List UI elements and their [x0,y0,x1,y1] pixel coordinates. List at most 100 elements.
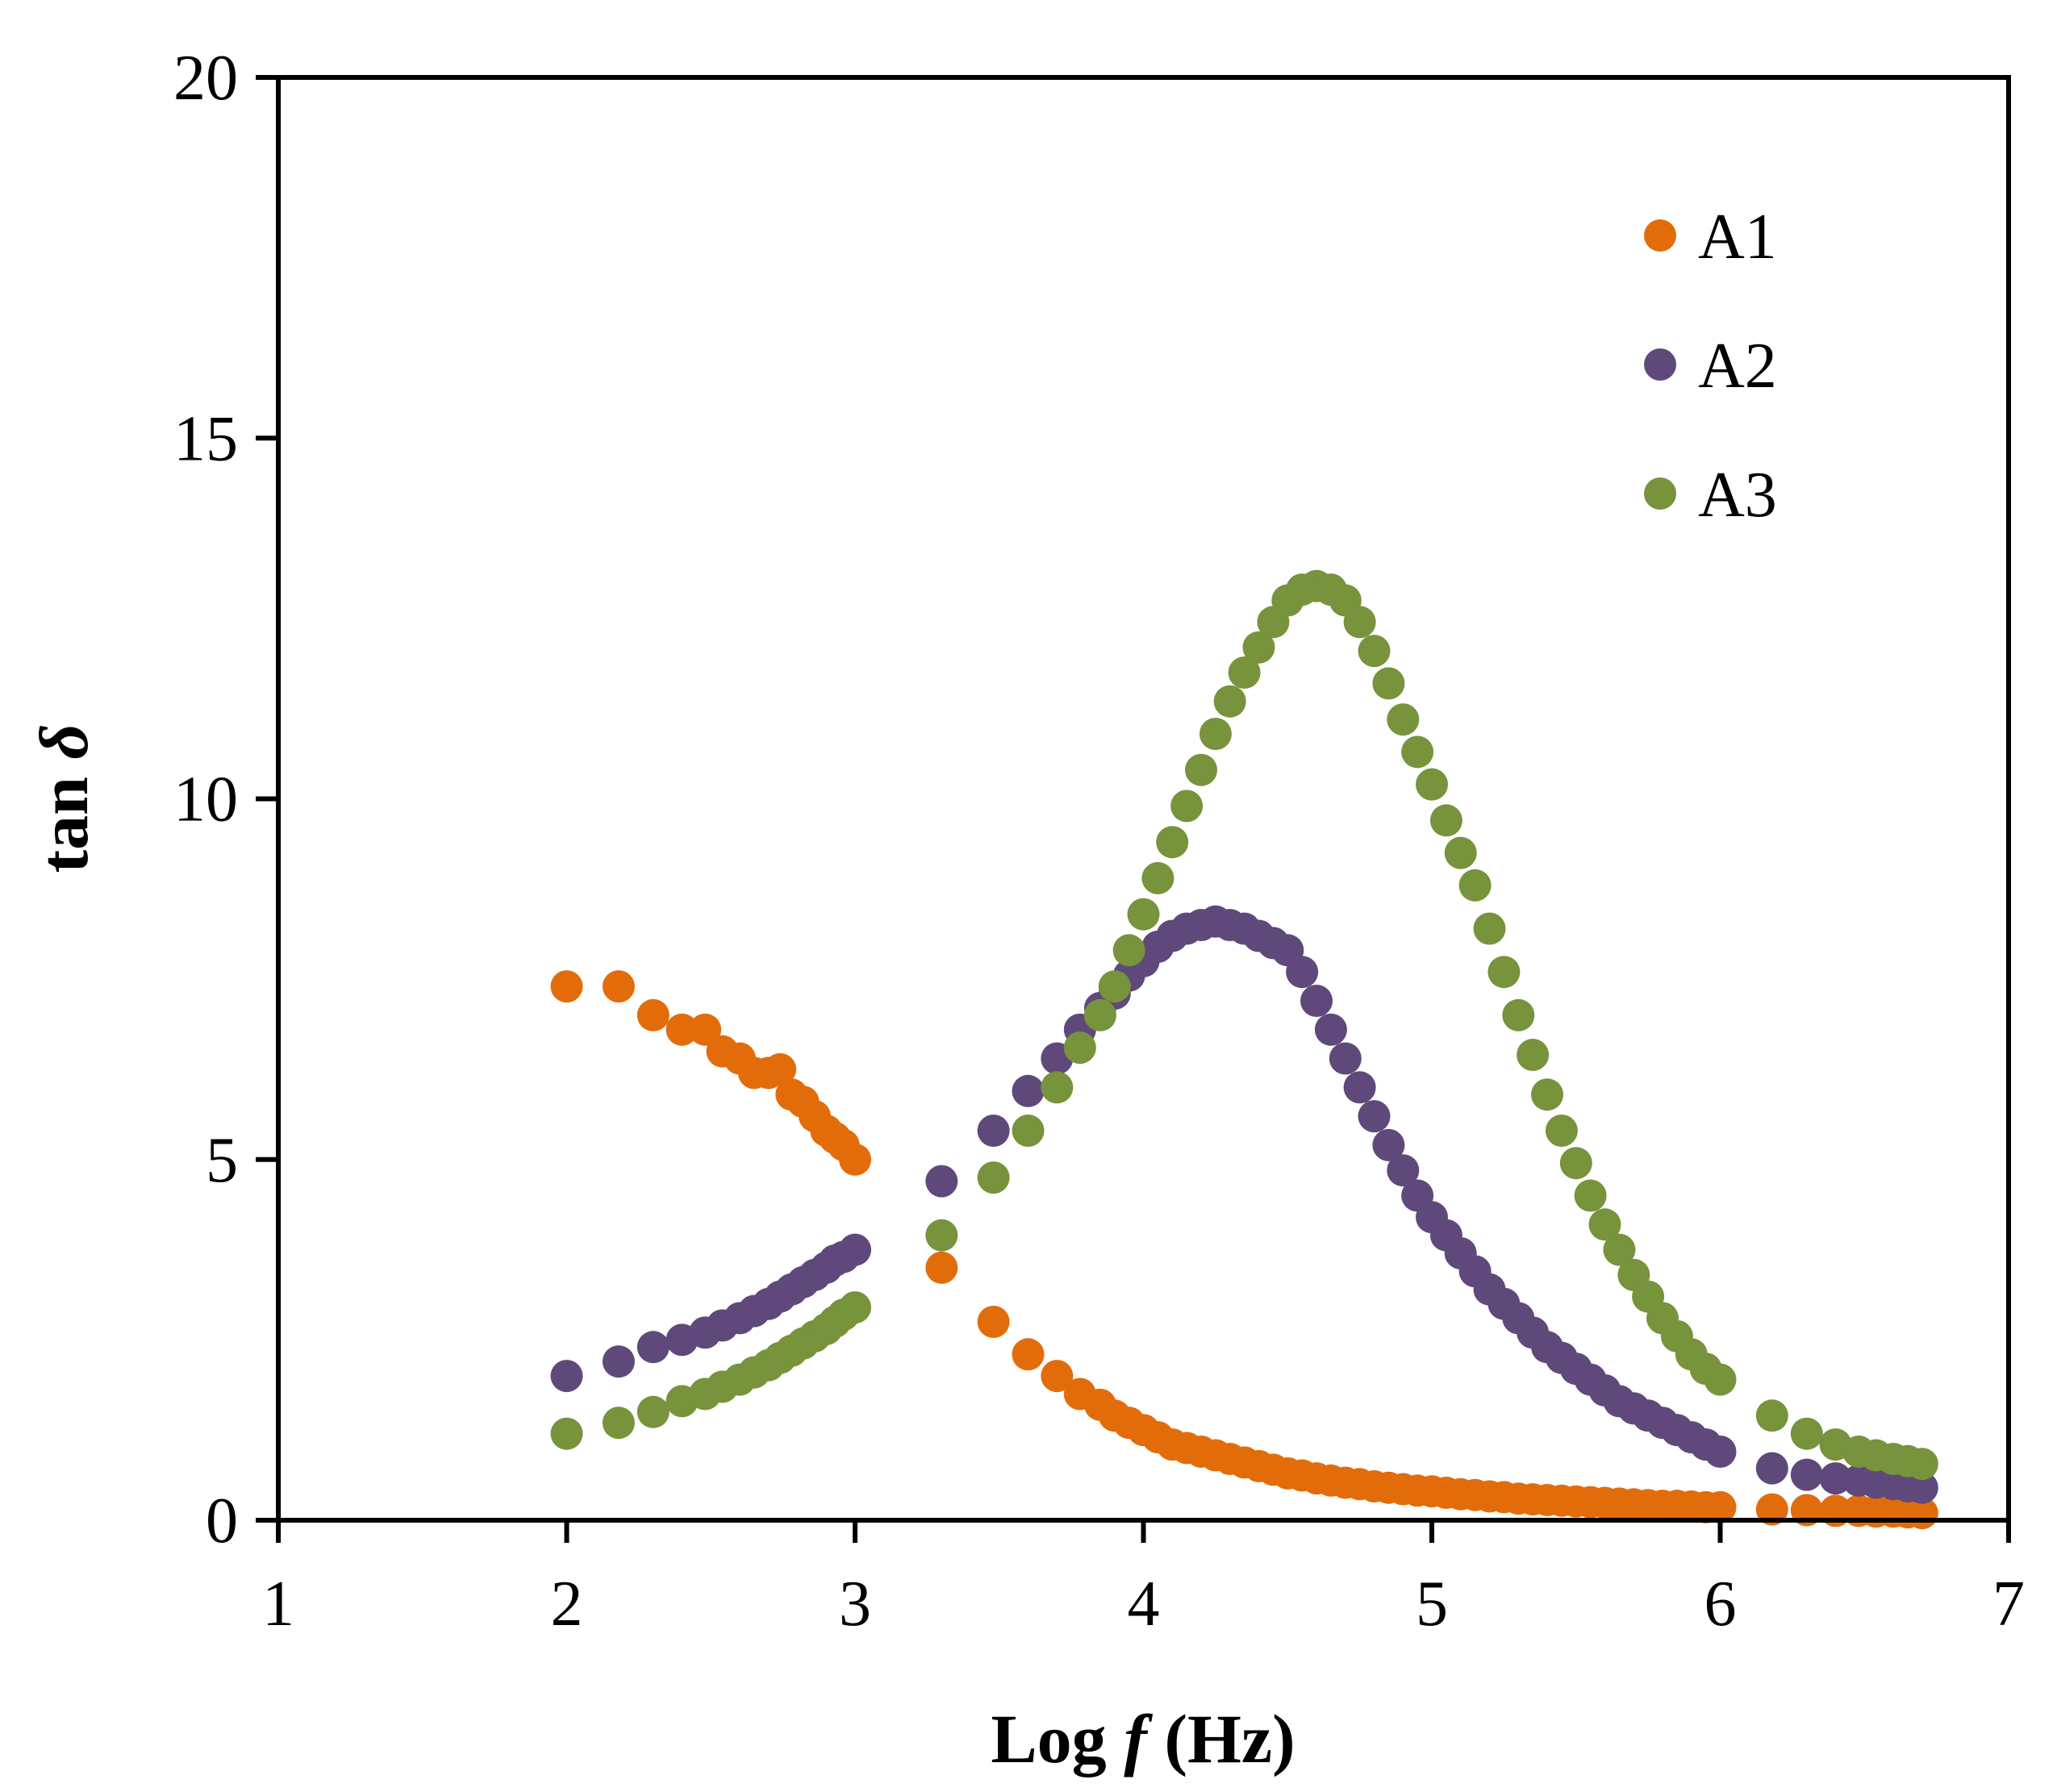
data-point-A3 [1199,718,1232,750]
data-point-A2 [839,1233,871,1266]
x-tick-label: 1 [262,1569,294,1640]
data-point-A3 [1444,836,1477,869]
data-point-A1 [636,998,670,1031]
data-point-A2 [636,1331,670,1364]
data-point-A3 [1041,1071,1074,1104]
data-point-A1 [1012,1338,1045,1371]
y-axis-title: tan δ [25,723,102,873]
series-A3 [550,569,1938,1481]
data-point-A1 [550,970,583,1003]
legend-label-A3: A3 [1698,460,1777,531]
data-point-A3 [1574,1179,1607,1212]
data-point-A3 [1588,1208,1621,1241]
data-point-A3 [1242,631,1275,664]
x-tick-label: 3 [839,1569,871,1640]
legend-label-A2: A2 [1698,331,1777,402]
data-point-A2 [1286,956,1319,989]
data-point-A3 [1012,1115,1045,1147]
data-point-A1 [1755,1493,1788,1526]
y-tick-label: 5 [206,1125,238,1196]
data-point-A3 [1387,703,1420,736]
y-axis-ticks: 0 5 10 15 20 [173,43,278,1557]
data-point-A3 [977,1161,1010,1194]
x-axis-title-prefix: Log [991,1700,1124,1777]
data-point-A2 [550,1360,583,1393]
data-point-A3 [1185,753,1217,786]
data-point-A3 [1559,1147,1592,1180]
legend-label-A1: A1 [1698,202,1777,273]
data-point-A3 [1545,1115,1578,1147]
data-point-A3 [1098,970,1131,1003]
data-point-A1 [689,1013,722,1046]
data-point-A3 [1755,1399,1788,1432]
data-point-A3 [1517,1039,1550,1071]
y-axis-title-prefix: tan [25,760,102,873]
data-point-A2 [1387,1154,1420,1187]
x-tick-label: 7 [1992,1569,2025,1640]
data-point-A3 [1704,1363,1737,1396]
data-point-A3 [1473,912,1506,945]
data-point-A3 [1127,898,1160,931]
data-point-A3 [839,1291,871,1324]
data-point-A3 [1531,1078,1563,1111]
data-point-A2 [1314,1013,1347,1046]
data-point-A3 [1416,768,1448,801]
data-point-A3 [1429,804,1462,837]
data-point-A3 [1458,869,1492,902]
data-point-A3 [1063,1031,1096,1065]
data-point-A1 [602,970,635,1003]
data-point-A1 [925,1251,958,1284]
series-A2 [550,905,1938,1504]
data-point-A2 [1755,1452,1788,1485]
legend-marker-A3 [1644,477,1676,510]
y-axis-title-variable: δ [25,723,102,759]
y-tick-label: 15 [173,403,238,474]
data-point-A2 [1012,1074,1045,1107]
y-tick-label: 10 [173,765,238,836]
data-point-A3 [1141,861,1175,894]
data-point-A2 [1905,1471,1938,1504]
data-point-A2 [1300,985,1333,1017]
data-point-A3 [1487,956,1521,989]
x-axis-title-suffix: (Hz) [1147,1700,1296,1777]
data-point-A3 [1358,635,1391,668]
data-point-A3 [1156,826,1189,859]
x-axis-title: Log f (Hz) [991,1700,1295,1777]
x-tick-label: 4 [1128,1569,1160,1640]
data-point-A2 [602,1345,635,1378]
x-tick-label: 2 [551,1569,583,1640]
data-point-A3 [1083,998,1116,1031]
y-tick-label: 20 [173,43,238,114]
data-point-A3 [1905,1448,1938,1481]
x-tick-label: 6 [1704,1569,1737,1640]
data-point-A1 [1704,1490,1737,1523]
y-tick-label: 0 [206,1486,238,1557]
data-point-A2 [1704,1436,1737,1468]
x-tick-label: 5 [1416,1569,1448,1640]
data-point-A1 [666,1013,699,1046]
data-point-A2 [1329,1042,1362,1075]
data-point-A3 [602,1407,635,1440]
data-point-A3 [1401,736,1434,769]
x-axis-ticks: 1 2 3 4 5 6 7 [262,1520,2025,1640]
data-point-A3 [925,1219,958,1252]
legend-marker-A1 [1644,219,1676,252]
legend-marker-A2 [1644,348,1676,381]
legend: A1 A2 A3 [1644,202,1777,531]
data-point-A3 [1112,934,1145,967]
data-point-A3 [1372,667,1405,700]
data-point-A2 [977,1115,1010,1147]
data-point-A1 [764,1052,797,1086]
data-point-A1 [1041,1360,1074,1393]
data-point-A3 [1790,1417,1823,1450]
data-point-A3 [1343,606,1376,639]
data-point-A3 [550,1417,583,1450]
data-point-A1 [977,1306,1010,1338]
data-point-A3 [636,1395,670,1428]
data-point-A2 [1358,1100,1391,1133]
data-point-A1 [839,1143,871,1176]
data-point-A3 [1603,1233,1636,1266]
data-point-A2 [1790,1458,1823,1491]
data-point-A3 [1228,656,1261,689]
